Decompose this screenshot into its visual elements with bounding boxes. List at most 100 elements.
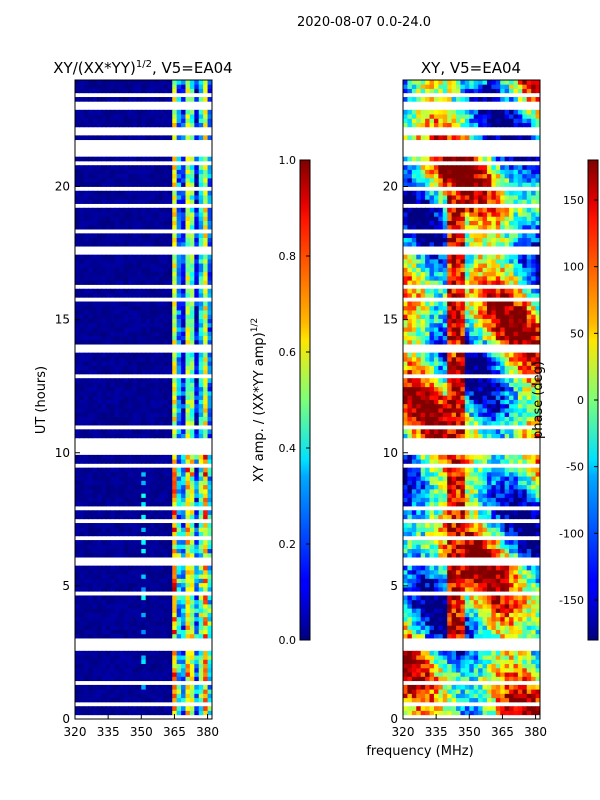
amplitude-cell xyxy=(145,676,151,682)
amplitude-cell xyxy=(132,88,138,94)
amplitude-cell xyxy=(83,165,89,170)
amplitude-cell xyxy=(114,331,120,336)
amplitude-cell xyxy=(176,548,182,554)
amplitude-cell xyxy=(198,114,204,119)
amplitude-cell xyxy=(97,331,103,336)
amplitude-cell xyxy=(88,288,94,294)
amplitude-cell xyxy=(92,514,98,520)
amplitude-cell xyxy=(194,156,200,162)
phase-cell xyxy=(469,501,475,507)
amplitude-cell xyxy=(150,122,156,128)
amplitude-cell xyxy=(158,676,164,682)
amplitude-cell xyxy=(110,612,116,618)
amplitude-cell xyxy=(203,586,209,592)
amplitude-cell xyxy=(136,241,142,247)
phase-cell xyxy=(531,523,537,528)
phase-cell xyxy=(486,540,492,545)
amplitude-cell xyxy=(158,467,164,473)
amplitude-cell xyxy=(167,574,173,579)
amplitude-cell xyxy=(123,190,129,196)
phase-cell xyxy=(451,578,457,584)
amplitude-cell xyxy=(181,122,187,128)
amplitude-cell xyxy=(176,488,182,494)
amplitude-cell xyxy=(167,314,173,319)
amplitude-cell xyxy=(141,510,147,515)
amplitude-cell xyxy=(110,667,116,673)
amplitude-cell xyxy=(114,305,120,311)
phase-cell xyxy=(535,629,540,635)
phase-cell xyxy=(416,578,422,584)
phase-cell xyxy=(416,552,422,558)
phase-cell xyxy=(482,689,488,694)
amplitude-cell xyxy=(97,382,103,388)
amplitude-cell xyxy=(198,689,204,694)
amplitude-cell xyxy=(88,595,94,601)
amplitude-cell xyxy=(75,280,81,285)
amplitude-cell xyxy=(141,322,147,328)
amplitude-cell xyxy=(79,625,85,630)
amplitude-cell xyxy=(110,476,116,481)
phase-cell xyxy=(438,659,444,665)
amplitude-cell xyxy=(207,548,212,554)
amplitude-cell xyxy=(83,233,89,239)
amplitude-cell xyxy=(158,335,164,341)
amplitude-cell xyxy=(189,612,195,618)
phase-cell xyxy=(500,697,506,703)
phase-cell xyxy=(416,603,422,609)
phase-cell xyxy=(460,693,466,699)
amplitude-cell xyxy=(123,173,129,179)
amplitude-cell xyxy=(203,199,209,204)
amplitude-cell xyxy=(194,420,200,426)
phase-cell xyxy=(447,650,453,656)
phase-cell xyxy=(504,480,510,486)
phase-cell xyxy=(416,548,422,554)
amplitude-cell xyxy=(92,612,98,618)
phase-cell xyxy=(522,471,528,477)
phase-cell xyxy=(464,471,470,477)
amplitude-cell xyxy=(119,190,125,196)
amplitude-cell xyxy=(128,109,134,115)
amplitude-cell xyxy=(88,484,94,490)
phase-cell xyxy=(473,569,479,575)
phase-cell xyxy=(517,599,523,605)
amplitude-cell xyxy=(136,195,142,200)
amplitude-cell xyxy=(83,659,89,665)
amplitude-cell xyxy=(158,182,164,187)
amplitude-cell xyxy=(110,650,116,656)
phase-cell xyxy=(478,497,484,503)
phase-cell xyxy=(486,672,492,677)
amplitude-cell xyxy=(132,476,138,481)
phase-cell xyxy=(491,625,497,630)
amplitude-cell xyxy=(83,263,89,268)
amplitude-cell xyxy=(158,412,164,417)
amplitude-cell xyxy=(132,275,138,281)
phase-cell xyxy=(473,501,479,507)
amplitude-cell xyxy=(110,220,116,226)
phase-cell xyxy=(491,693,497,699)
amplitude-cell xyxy=(123,207,129,213)
amplitude-cell xyxy=(181,220,187,226)
phase-cell xyxy=(500,493,506,498)
phase-cell xyxy=(403,616,409,622)
amplitude-cell xyxy=(92,327,98,332)
amplitude-cell xyxy=(101,156,107,162)
amplitude-cell xyxy=(194,676,200,682)
amplitude-cell xyxy=(198,476,204,481)
amplitude-cell xyxy=(110,552,116,558)
amplitude-cell xyxy=(185,212,191,217)
y-tick-label: 0 xyxy=(62,712,70,726)
amplitude-cell xyxy=(136,578,142,584)
phase-cell xyxy=(447,582,453,588)
amplitude-cell xyxy=(145,267,151,273)
amplitude-cell xyxy=(101,331,107,336)
amplitude-cell xyxy=(181,420,187,426)
amplitude-cell xyxy=(128,544,134,549)
amplitude-cell xyxy=(163,416,169,422)
amplitude-cell xyxy=(101,476,107,481)
amplitude-cell xyxy=(132,339,138,345)
phase-cell xyxy=(473,540,479,545)
amplitude-cell xyxy=(132,565,138,571)
phase-cell xyxy=(535,476,540,481)
amplitude-cell xyxy=(141,454,147,460)
amplitude-cell xyxy=(185,548,191,554)
